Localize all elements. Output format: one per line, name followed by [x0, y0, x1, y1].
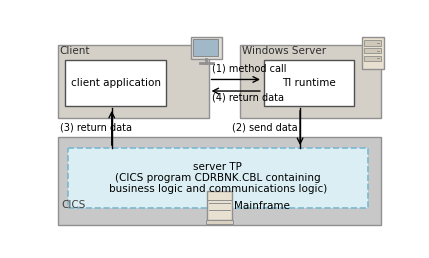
Text: Mainframe: Mainframe	[234, 201, 290, 211]
Bar	[364, 40, 381, 46]
Bar	[68, 148, 368, 208]
Text: Client: Client	[60, 46, 91, 56]
Bar	[193, 39, 218, 56]
Bar	[57, 137, 381, 225]
Bar	[57, 45, 208, 118]
Bar	[191, 37, 222, 59]
Text: server TP: server TP	[193, 162, 242, 172]
Bar	[205, 220, 233, 224]
Text: (2) send data: (2) send data	[232, 123, 297, 133]
Text: TI runtime: TI runtime	[282, 78, 336, 88]
Bar	[264, 60, 353, 106]
Bar	[240, 45, 381, 118]
Bar	[207, 191, 232, 220]
Bar	[364, 48, 381, 53]
Text: client application: client application	[71, 78, 160, 88]
Bar	[364, 56, 381, 61]
Bar	[362, 37, 384, 69]
Text: Windows Server: Windows Server	[242, 46, 326, 56]
Text: (1) method call: (1) method call	[212, 63, 287, 73]
Text: (3) return data: (3) return data	[60, 123, 132, 133]
Text: CICS: CICS	[61, 200, 86, 209]
Text: (4) return data: (4) return data	[212, 93, 284, 103]
Text: business logic and communications logic): business logic and communications logic)	[109, 184, 327, 194]
Bar	[65, 60, 166, 106]
Text: (CICS program CDRBNK.CBL containing: (CICS program CDRBNK.CBL containing	[115, 173, 321, 183]
